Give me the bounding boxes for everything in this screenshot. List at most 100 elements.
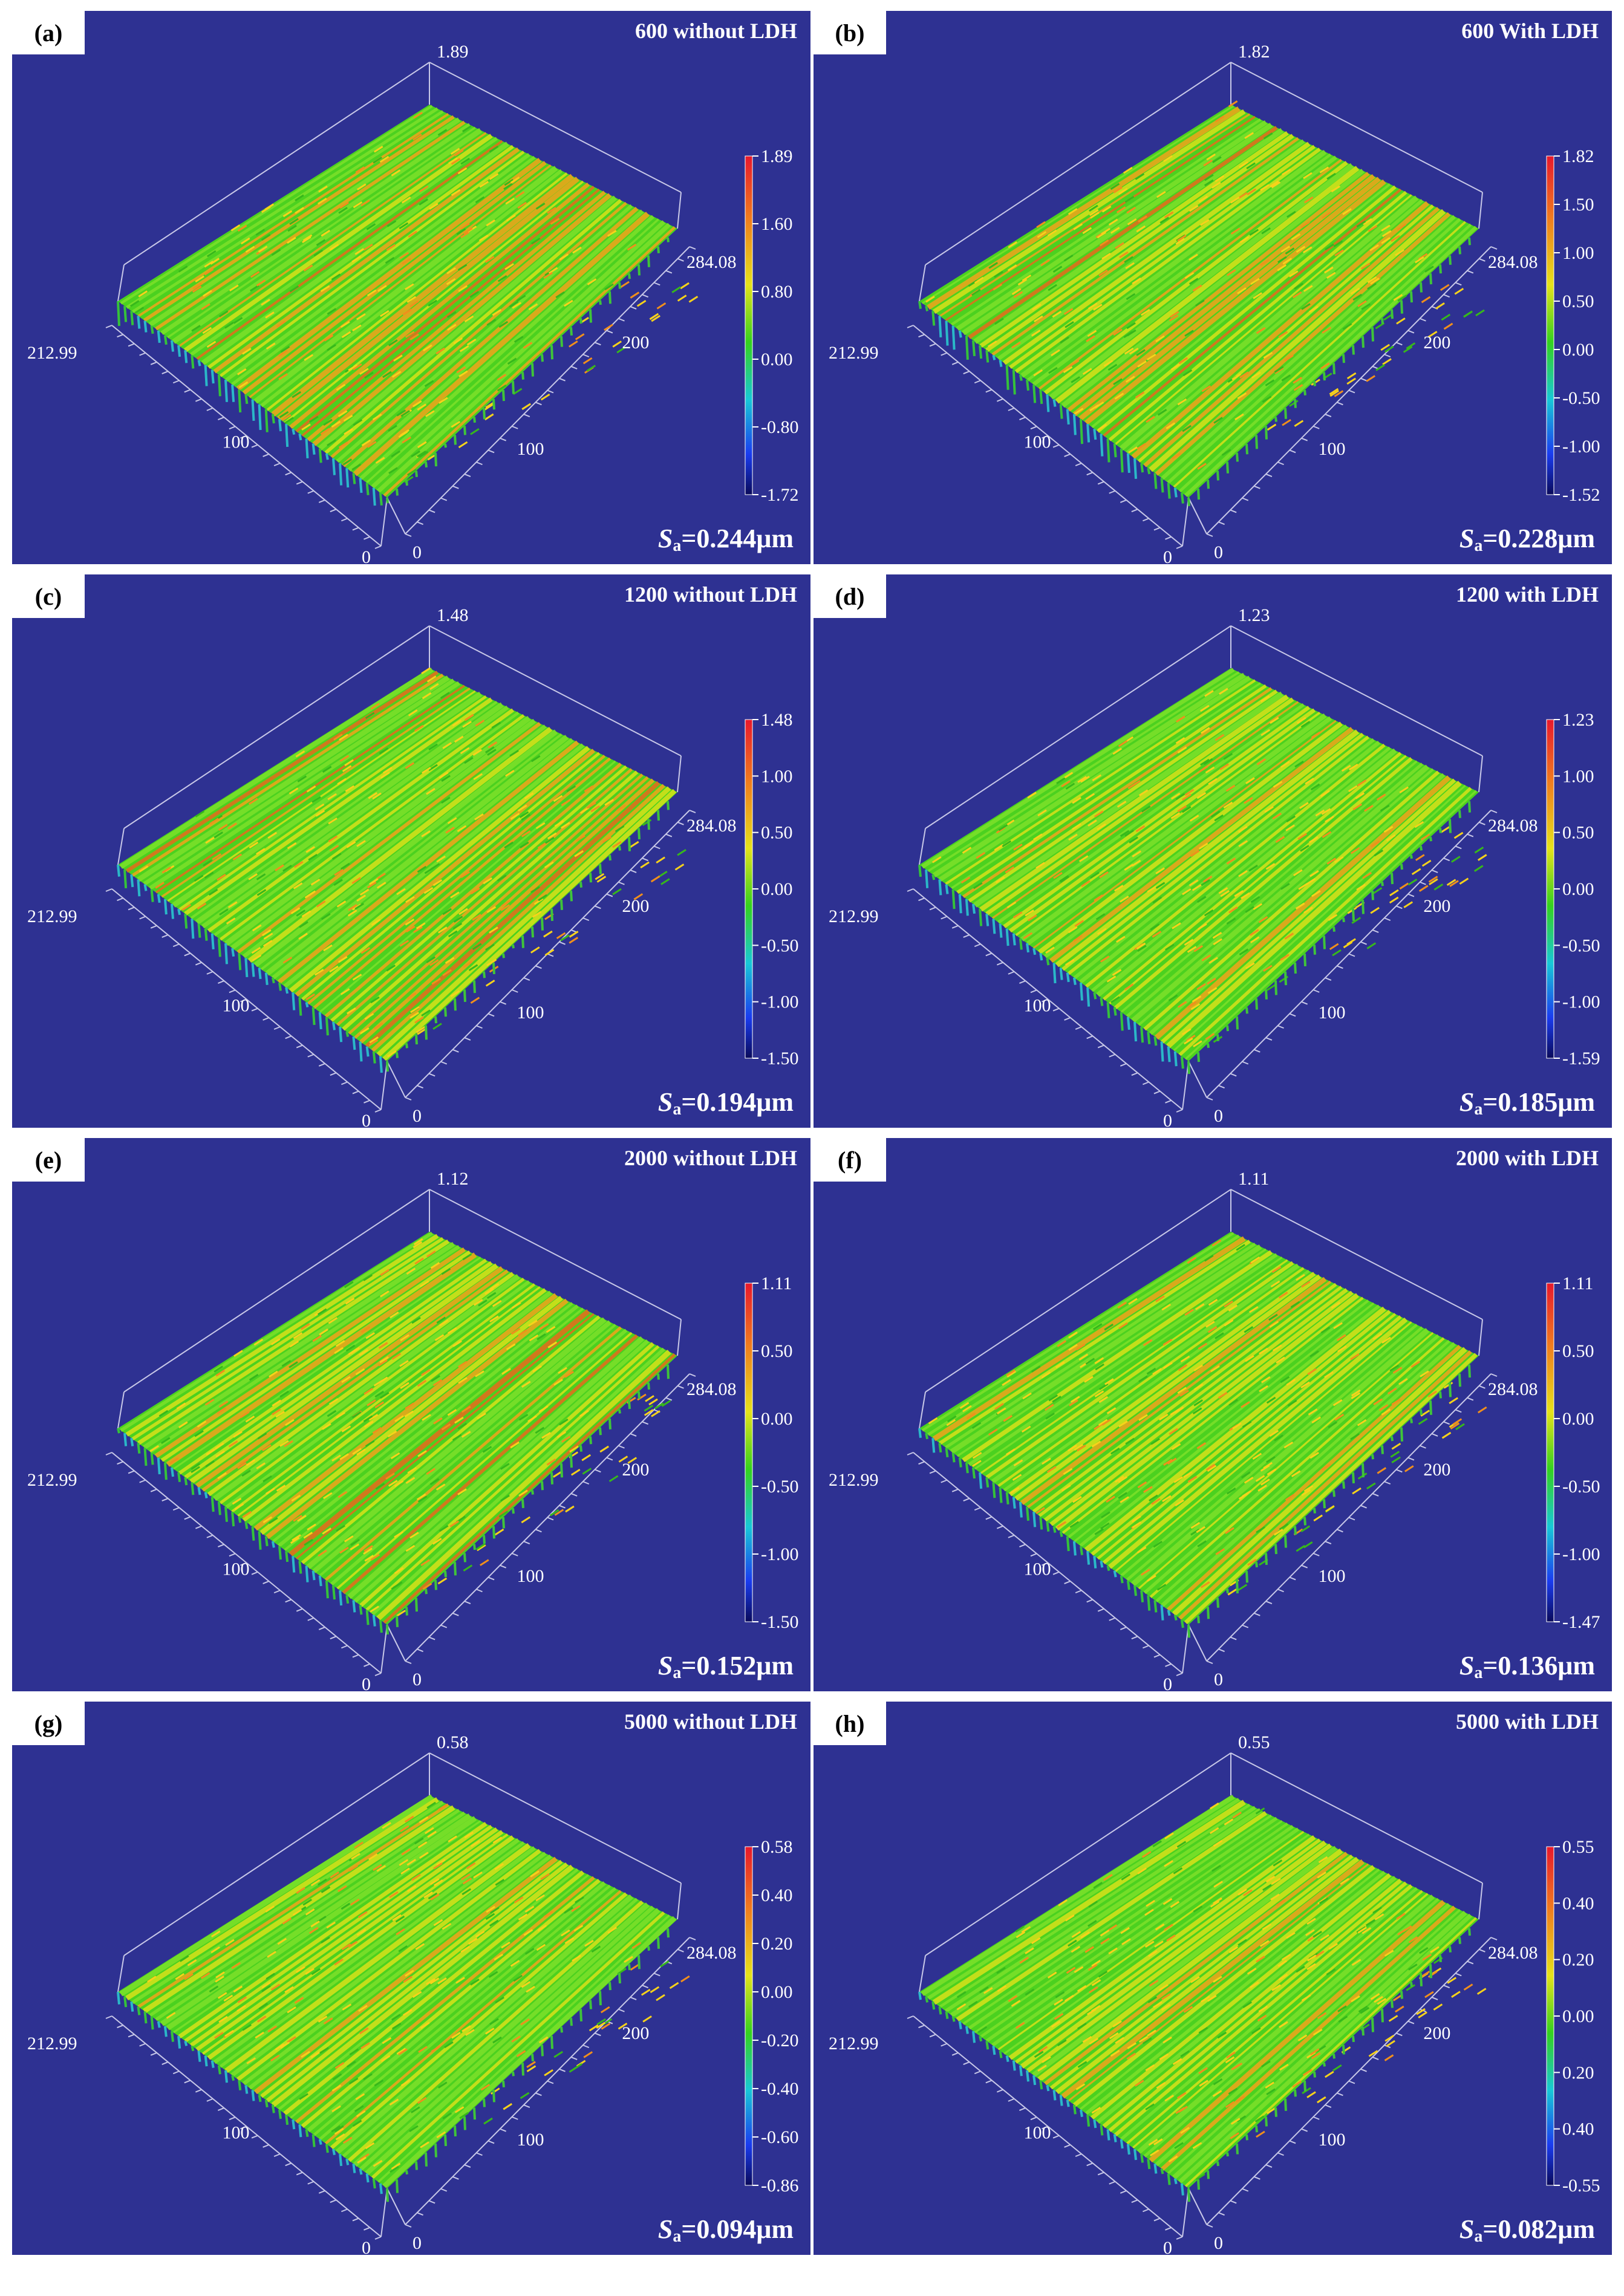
panel-letter: (d) [814,574,886,618]
panel-letter: (e) [12,1138,85,1182]
colorbar-tick-label: -0.50 [1562,388,1600,408]
colorbar [1546,1283,1554,1622]
sa-roughness-value: Sa=0.228μm [1459,523,1595,556]
sa-roughness-value: Sa=0.194μm [658,1087,794,1119]
roughness-surface [117,105,699,506]
y-tick-origin: 0 [362,547,371,564]
y-tick-label: 100 [1024,1559,1051,1579]
y-tick-origin: 0 [1163,1111,1172,1128]
x-tick-origin: 0 [1214,2233,1223,2253]
panel-title: 600 without LDH [634,19,797,43]
surface-panel: 1.82 212.99 284.08 100 100 200 0 0 1.82 1.50 1.00 0… [814,11,1612,564]
sa-number: =0.228μm [1482,524,1595,553]
sa-symbol: S [657,524,673,553]
sa-number: =0.152μm [681,1651,794,1680]
colorbar-tick-label: 1.00 [1562,243,1594,263]
colorbar-tick-label: 1.60 [761,214,793,234]
roughness-surface [918,100,1485,506]
axis-box [105,62,696,549]
panel-title: 5000 without LDH [624,1709,797,1734]
colorbar-tick-label: 1.82 [1562,146,1594,166]
sa-subscript: a [1474,536,1483,555]
panel-title: 600 With LDH [1461,19,1599,43]
peak-height-label: 1.89 [437,42,469,62]
colorbar-tick-label: 1.00 [1562,766,1594,786]
colorbar-tick-label: 1.11 [761,1273,792,1293]
sa-subscript: a [1474,2227,1483,2246]
x-axis-max-label: 284.08 [686,252,737,272]
panel-letter: (h) [814,1702,886,1745]
colorbar-tick-label: -0.40 [761,2079,799,2099]
x-tick-label: 100 [1319,1003,1346,1023]
sa-roughness-value: Sa=0.136μm [1459,1650,1595,1683]
x-tick-origin: 0 [1214,542,1223,562]
surface-plot: 1.89 212.99 284.08 100 100 200 0 0 1.89 1.60 0.80 0… [27,42,799,564]
axis-box [105,1189,696,1676]
colorbar [1546,155,1554,495]
x-tick-origin: 0 [413,2233,422,2253]
y-tick-label: 100 [1024,432,1051,452]
y-axis-max-label: 212.99 [27,343,77,363]
panel-title: 1200 without LDH [624,582,797,607]
surface-panel: 1.48 212.99 284.08 100 100 200 0 0 1.48 1.00 0.50 0… [12,574,810,1128]
colorbar-tick-label: 0.55 [1562,1837,1594,1857]
colorbar-tick-label: -1.00 [761,992,799,1012]
y-tick-label: 100 [223,432,250,452]
panel-letter: (a) [12,11,85,54]
surface-panel: 1.89 212.99 284.08 100 100 200 0 0 1.89 1.60 0.80 0… [12,11,810,564]
peak-height-label: 0.55 [1238,1732,1270,1752]
colorbar-tick-label: 0.00 [1562,2006,1594,2026]
colorbar-tick-label: -1.00 [1562,992,1600,1012]
x-tick-origin: 0 [1214,1106,1223,1126]
sa-roughness-value: Sa=0.185μm [1459,1087,1595,1119]
colorbar [745,1846,753,2186]
sa-number: =0.194μm [681,1087,794,1117]
colorbar-tick-label: 0.80 [761,282,793,302]
y-axis-max-label: 212.99 [829,2034,879,2054]
colorbar-tick-label: 0.00 [1562,1409,1594,1429]
axis-box [105,1752,696,2240]
x-axis-max-label: 284.08 [686,816,737,836]
colorbar [745,1283,753,1622]
x-tick-label: 100 [1319,1566,1346,1586]
y-axis-max-label: 212.99 [27,906,77,926]
x-axis-max-label: 284.08 [686,1943,737,1963]
colorbar [745,155,753,495]
panel-letter: (c) [12,574,85,618]
x-tick-label: 100 [517,1003,544,1023]
roughness-surface [918,1794,1487,2202]
colorbar-tick-label: 0.00 [761,1409,793,1429]
sa-symbol: S [657,1087,673,1117]
panel-title: 2000 without LDH [624,1146,797,1170]
y-tick-label: 100 [1024,2123,1051,2143]
roughness-surface [918,668,1487,1075]
peak-height-label: 1.48 [437,605,469,625]
y-axis-max-label: 212.99 [27,1470,77,1490]
colorbar-tick-label: -0.50 [1562,1477,1600,1497]
sa-symbol: S [1459,524,1475,553]
x-axis-max-label: 284.08 [1488,1943,1538,1963]
x-tick-label: 200 [622,896,649,916]
x-tick-origin: 0 [413,1106,422,1126]
colorbar-tick-label: -1.59 [1562,1049,1600,1068]
surface-panel: 0.58 212.99 284.08 100 100 200 0 0 0.58 0.40 0.20 0… [12,1702,810,2255]
colorbar-tick-label: 0.00 [761,1982,793,2002]
colorbar-tick-label: 0.00 [761,350,793,369]
y-axis-max-label: 212.99 [829,1470,879,1490]
colorbar-tick-label: -0.80 [761,417,799,437]
sa-number: =0.136μm [1482,1651,1595,1680]
sa-symbol: S [1459,1087,1475,1117]
peak-height-label: 0.58 [437,1732,469,1752]
x-axis-max-label: 284.08 [1488,252,1538,272]
colorbar-tick-label: -0.20 [761,2031,799,2050]
y-tick-label: 100 [1024,996,1051,1016]
panel-title: 5000 with LDH [1455,1709,1599,1734]
y-tick-origin: 0 [362,1674,371,1691]
colorbar-tick-label: -1.72 [761,485,799,505]
colorbar-tick-label: -0.86 [761,2176,799,2196]
colorbar [1546,719,1554,1059]
x-tick-label: 100 [517,2130,544,2150]
colorbar-tick-label: 0.58 [761,1837,793,1857]
colorbar-tick-label: -1.50 [761,1049,799,1068]
sa-subscript: a [673,2227,682,2246]
